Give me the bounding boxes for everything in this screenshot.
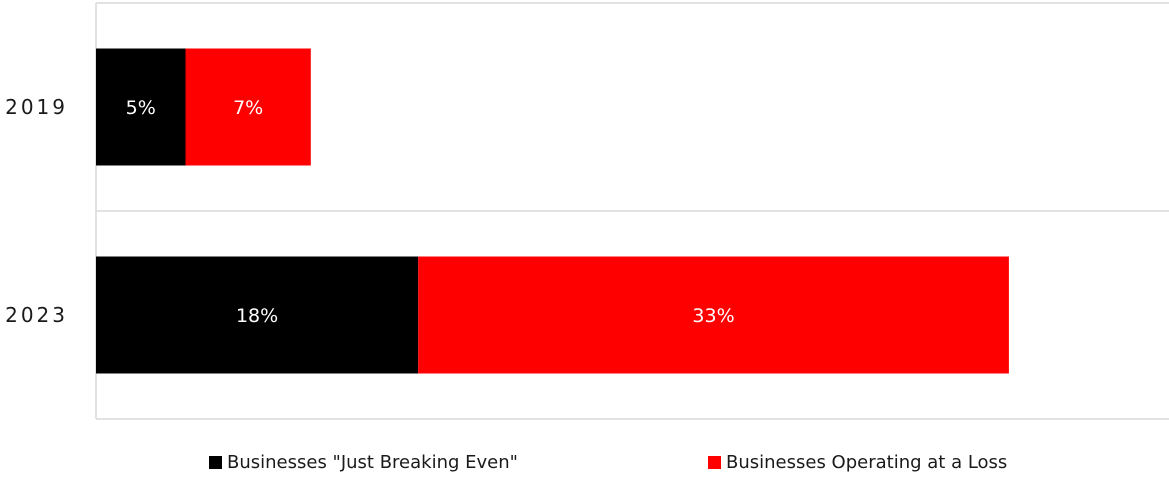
legend-label-breaking-even: Businesses "Just Breaking Even" bbox=[227, 452, 518, 473]
legend-label-operating-at-loss: Businesses Operating at a Loss bbox=[726, 452, 1008, 473]
legend-item-operating-at-loss: Businesses Operating at a Loss bbox=[708, 452, 1007, 473]
y-tick-label-2023: 2023 bbox=[5, 303, 68, 327]
legend-swatch-operating-at-loss bbox=[708, 456, 721, 469]
data-label-2019-series-0: 5% bbox=[126, 97, 156, 119]
data-label-2019-series-1: 7% bbox=[233, 97, 263, 119]
y-tick-label-2019: 2019 bbox=[5, 95, 68, 119]
legend-swatch-breaking-even bbox=[209, 456, 222, 469]
legend: Businesses "Just Breaking Even" Business… bbox=[0, 452, 1169, 482]
data-label-2023-series-1: 33% bbox=[692, 305, 734, 327]
data-label-2023-series-0: 18% bbox=[236, 305, 278, 327]
bar-2019-series-0 bbox=[96, 48, 186, 166]
bar-2023-series-0 bbox=[96, 256, 419, 374]
chart-plot: 2019 5% 7% 2023 18% 33% bbox=[5, 2, 1169, 420]
bar-2019-series-1 bbox=[185, 48, 311, 166]
bar-2023-series-1 bbox=[418, 256, 1009, 374]
legend-item-breaking-even: Businesses "Just Breaking Even" bbox=[209, 452, 518, 473]
